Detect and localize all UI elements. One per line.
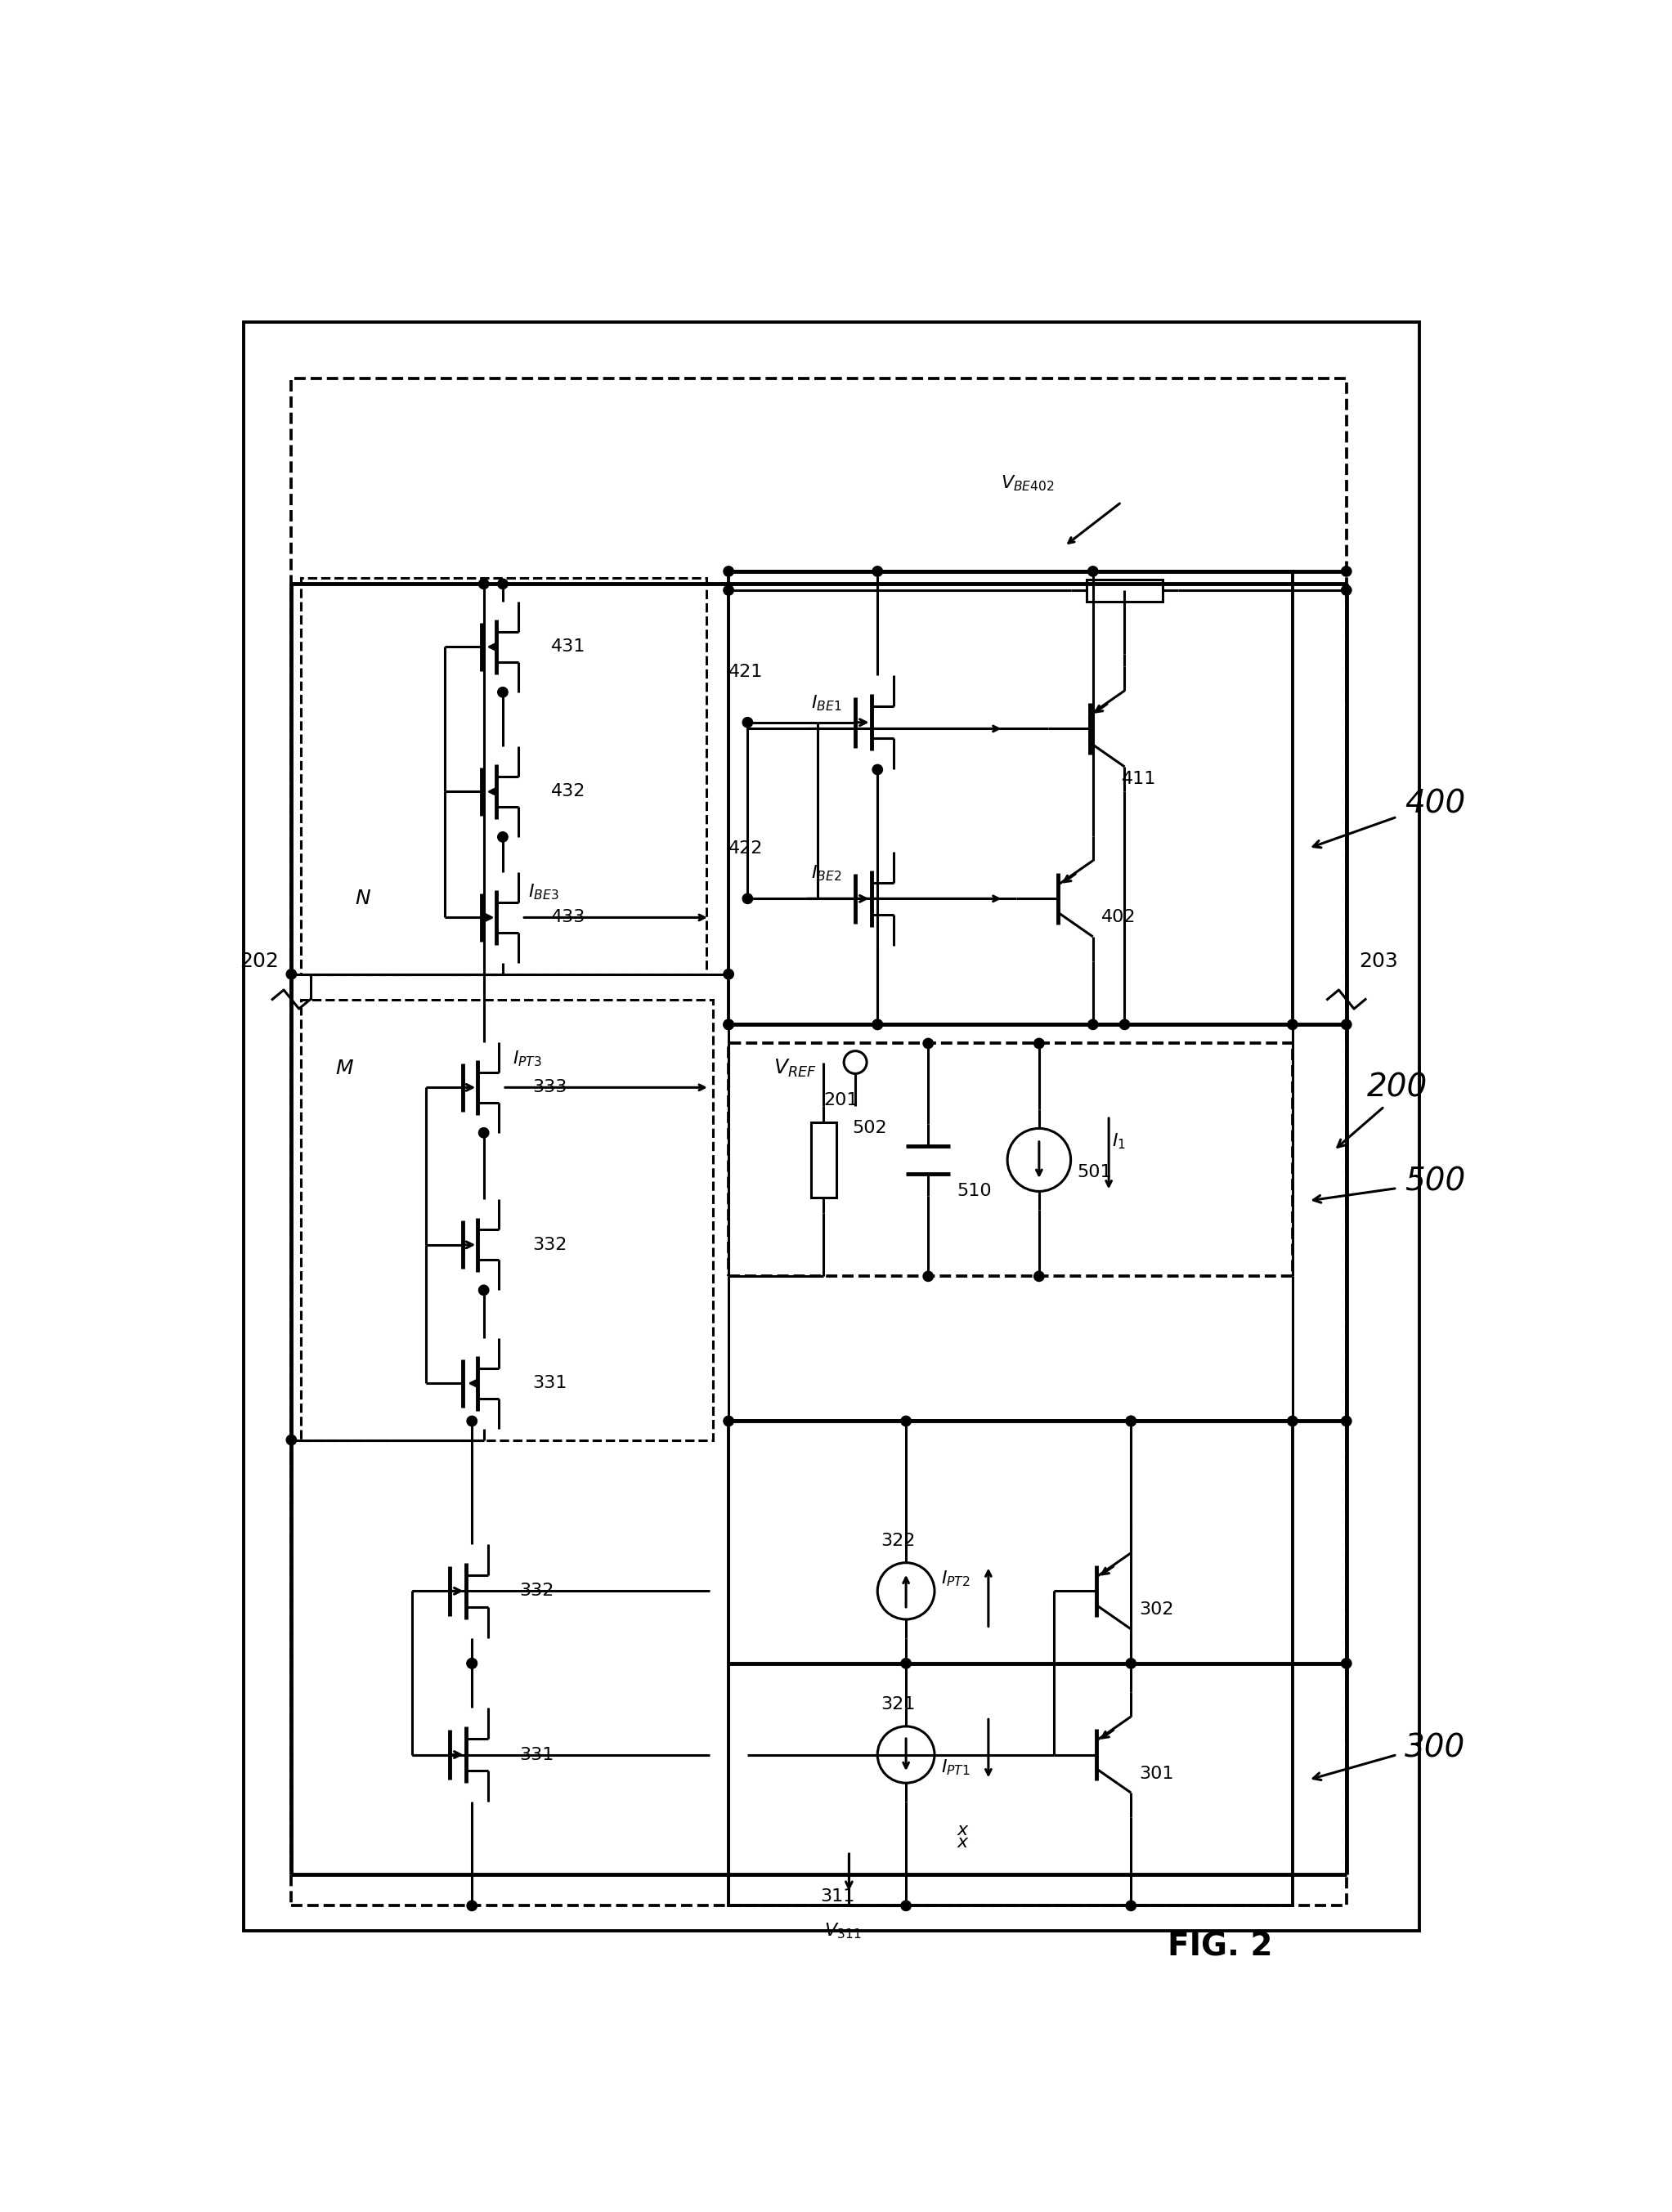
Circle shape: [1088, 566, 1099, 577]
Circle shape: [742, 894, 752, 905]
Text: 201: 201: [824, 1093, 858, 1108]
Text: 300: 300: [1404, 1732, 1465, 1763]
Text: 411: 411: [1122, 770, 1155, 787]
Circle shape: [1125, 1900, 1135, 1911]
Circle shape: [478, 1285, 488, 1296]
Circle shape: [1125, 1659, 1135, 1668]
Circle shape: [901, 1416, 911, 1427]
Text: $I_{PT3}$: $I_{PT3}$: [512, 1048, 542, 1068]
Circle shape: [286, 969, 296, 980]
Text: x: x: [956, 1823, 968, 1838]
Text: 302: 302: [1139, 1601, 1174, 1619]
Circle shape: [1341, 1020, 1351, 1029]
Circle shape: [901, 1659, 911, 1668]
Text: 432: 432: [552, 783, 585, 801]
Circle shape: [873, 765, 883, 774]
Text: N: N: [354, 889, 370, 909]
Text: $I_{PT1}$: $I_{PT1}$: [941, 1759, 970, 1776]
Text: 311: 311: [821, 1889, 854, 1905]
Circle shape: [1341, 566, 1351, 577]
Text: x: x: [956, 1834, 968, 1851]
Circle shape: [901, 1900, 911, 1911]
Circle shape: [1287, 1020, 1297, 1029]
Text: 510: 510: [956, 1183, 991, 1199]
Circle shape: [724, 1020, 734, 1029]
Text: 331: 331: [520, 1747, 553, 1763]
Circle shape: [724, 969, 734, 980]
Circle shape: [1088, 1020, 1099, 1029]
Circle shape: [873, 566, 883, 577]
Bar: [811, 1121, 836, 1197]
Circle shape: [466, 1416, 477, 1427]
Circle shape: [873, 1020, 883, 1029]
Text: $I_{BE1}$: $I_{BE1}$: [811, 695, 841, 712]
Circle shape: [478, 1128, 488, 1137]
Bar: [301, 577, 706, 973]
Text: 332: 332: [520, 1584, 553, 1599]
Text: 322: 322: [881, 1533, 915, 1548]
Circle shape: [466, 1659, 477, 1668]
Circle shape: [1125, 1416, 1135, 1427]
Text: 202: 202: [239, 951, 279, 971]
Text: 301: 301: [1139, 1765, 1174, 1781]
Circle shape: [724, 566, 734, 577]
Text: $V_{BE402}$: $V_{BE402}$: [1002, 473, 1055, 493]
Circle shape: [923, 1037, 933, 1048]
Circle shape: [724, 586, 734, 595]
Text: $V_{311}$: $V_{311}$: [824, 1922, 861, 1940]
Circle shape: [1033, 1272, 1043, 1281]
Circle shape: [1120, 1020, 1130, 1029]
Text: $I_{BE2}$: $I_{BE2}$: [811, 865, 841, 883]
Bar: [291, 378, 1346, 1907]
Text: 331: 331: [532, 1376, 567, 1391]
Circle shape: [1287, 1416, 1297, 1427]
Circle shape: [1341, 1416, 1351, 1427]
Text: $I_1$: $I_1$: [1112, 1130, 1125, 1150]
Text: 502: 502: [853, 1119, 888, 1137]
Bar: [729, 571, 1292, 1024]
Circle shape: [1341, 1659, 1351, 1668]
Text: 501: 501: [1077, 1164, 1112, 1181]
Circle shape: [286, 1436, 296, 1444]
Circle shape: [742, 717, 752, 728]
Text: $I_{BE3}$: $I_{BE3}$: [528, 883, 558, 902]
Circle shape: [478, 580, 488, 588]
Bar: [301, 1000, 712, 1440]
Circle shape: [498, 580, 508, 588]
Text: 200: 200: [1366, 1073, 1428, 1104]
Text: 400: 400: [1404, 790, 1465, 821]
Text: $I_{PT2}$: $I_{PT2}$: [941, 1568, 970, 1588]
Text: M: M: [336, 1060, 353, 1079]
Circle shape: [873, 1020, 883, 1029]
Text: FIG. 2: FIG. 2: [1167, 1931, 1272, 1962]
Circle shape: [1125, 1416, 1135, 1427]
Bar: [1087, 580, 1162, 602]
Bar: [729, 1420, 1292, 1907]
Text: 422: 422: [729, 841, 762, 856]
Circle shape: [724, 1416, 734, 1427]
Text: 431: 431: [552, 639, 585, 655]
Text: 332: 332: [532, 1237, 567, 1252]
Text: 421: 421: [729, 664, 762, 681]
Circle shape: [1033, 1037, 1043, 1048]
Text: 500: 500: [1404, 1166, 1465, 1197]
Circle shape: [923, 1272, 933, 1281]
Text: 321: 321: [881, 1697, 915, 1712]
Text: 203: 203: [1359, 951, 1398, 971]
Text: $V_{REF}$: $V_{REF}$: [774, 1057, 816, 1079]
Circle shape: [466, 1900, 477, 1911]
Circle shape: [1341, 586, 1351, 595]
Circle shape: [498, 832, 508, 843]
Circle shape: [466, 1659, 477, 1668]
Text: 402: 402: [1102, 909, 1135, 925]
Text: 433: 433: [552, 909, 585, 925]
Circle shape: [498, 688, 508, 697]
Circle shape: [724, 1020, 734, 1029]
Text: 333: 333: [532, 1079, 567, 1095]
Bar: [729, 1044, 1292, 1276]
